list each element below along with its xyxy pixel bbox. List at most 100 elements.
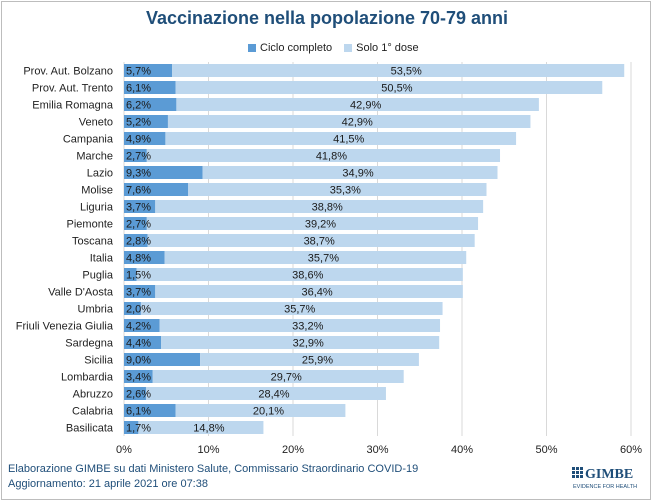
bar-ciclo-completo	[124, 302, 141, 315]
bar-solo-prima-dose	[188, 183, 487, 196]
bar-solo-prima-dose	[175, 81, 603, 94]
data-label-solo-prima-dose: 25,9%	[302, 355, 333, 367]
bar-solo-prima-dose	[146, 217, 479, 230]
bar-solo-prima-dose	[167, 115, 531, 128]
category-label: Sardegna	[65, 338, 114, 350]
data-label-ciclo-completo: 3,7%	[126, 287, 151, 299]
data-label-ciclo-completo: 2,8%	[126, 236, 151, 248]
data-label-ciclo-completo: 2,7%	[126, 219, 151, 231]
x-tick-label: 0%	[116, 444, 132, 456]
bar-ciclo-completo	[124, 81, 176, 94]
bar-ciclo-completo	[124, 251, 165, 264]
chart-legend: Ciclo completo Solo 1° dose	[248, 41, 431, 55]
category-label: Molise	[81, 185, 113, 197]
bar-solo-prima-dose	[138, 421, 264, 434]
data-label-ciclo-completo: 7,6%	[126, 185, 151, 197]
data-label-ciclo-completo: 4,8%	[126, 253, 151, 265]
category-label: Prov. Aut. Trento	[32, 83, 113, 95]
data-label-ciclo-completo: 1,5%	[126, 270, 151, 282]
bar-ciclo-completo	[124, 217, 147, 230]
category-label: Lazio	[87, 168, 113, 180]
bar-ciclo-completo	[124, 268, 137, 281]
bar-solo-prima-dose	[152, 370, 404, 383]
gimbe-logo: GIMBE EVIDENCE FOR HEALTH	[572, 467, 637, 490]
data-label-ciclo-completo: 6,2%	[126, 100, 151, 112]
data-label-ciclo-completo: 2,0%	[126, 304, 151, 316]
data-label-solo-prima-dose: 50,5%	[381, 83, 412, 95]
data-label-solo-prima-dose: 39,2%	[305, 219, 336, 231]
bar-ciclo-completo	[124, 115, 168, 128]
category-label: Calabria	[72, 406, 114, 418]
data-label-solo-prima-dose: 35,7%	[308, 253, 339, 265]
bar-ciclo-completo	[124, 234, 148, 247]
logo-wordmark: GIMBE	[585, 467, 633, 482]
bar-solo-prima-dose	[155, 200, 484, 213]
bar-ciclo-completo	[124, 319, 160, 332]
x-tick-label: 30%	[366, 444, 388, 456]
bar-solo-prima-dose	[165, 132, 517, 145]
data-label-ciclo-completo: 4,9%	[126, 134, 151, 146]
bar-solo-prima-dose	[175, 404, 346, 417]
data-label-solo-prima-dose: 42,9%	[350, 100, 381, 112]
bar-solo-prima-dose	[172, 64, 625, 77]
bar-ciclo-completo	[124, 183, 189, 196]
category-label: Veneto	[79, 117, 113, 129]
category-label: Marche	[76, 151, 113, 163]
bar-ciclo-completo	[124, 200, 156, 213]
data-label-ciclo-completo: 2,7%	[126, 151, 151, 163]
category-label: Sicilia	[84, 355, 114, 367]
category-label: Liguria	[80, 202, 114, 214]
category-label: Valle D'Aosta	[48, 287, 114, 299]
bar-solo-prima-dose	[140, 302, 443, 315]
bar-ciclo-completo	[124, 149, 147, 162]
data-label-solo-prima-dose: 35,7%	[284, 304, 315, 316]
data-label-ciclo-completo: 6,1%	[126, 406, 151, 418]
data-label-solo-prima-dose: 38,8%	[312, 202, 343, 214]
bar-ciclo-completo	[124, 98, 177, 111]
category-label: Emilia Romagna	[32, 100, 114, 112]
category-label: Umbria	[78, 304, 114, 316]
legend-item-solo-prima-dose: Solo 1° dose	[344, 42, 419, 54]
data-label-solo-prima-dose: 29,7%	[271, 372, 302, 384]
category-label: Campania	[63, 134, 114, 146]
legend-label-ciclo-completo: Ciclo completo	[260, 42, 333, 54]
data-label-ciclo-completo: 4,2%	[126, 321, 151, 333]
data-label-ciclo-completo: 5,7%	[126, 66, 151, 78]
x-tick-label: 40%	[451, 444, 473, 456]
category-label: Prov. Aut. Bolzano	[23, 66, 113, 78]
data-label-solo-prima-dose: 41,8%	[316, 151, 347, 163]
category-label: Abruzzo	[73, 389, 113, 401]
data-label-solo-prima-dose: 36,4%	[301, 287, 332, 299]
data-label-solo-prima-dose: 33,2%	[292, 321, 323, 333]
data-label-solo-prima-dose: 53,5%	[391, 66, 422, 78]
bar-solo-prima-dose	[146, 149, 501, 162]
category-label: Lombardia	[61, 372, 114, 384]
bar-solo-prima-dose	[155, 285, 463, 298]
category-label: Puglia	[82, 270, 113, 282]
data-label-ciclo-completo: 9,0%	[126, 355, 151, 367]
data-label-solo-prima-dose: 41,5%	[333, 134, 364, 146]
bar-ciclo-completo	[124, 285, 156, 298]
bar-ciclo-completo	[124, 404, 176, 417]
legend-swatch-ciclo-completo	[248, 44, 256, 52]
data-label-solo-prima-dose: 38,6%	[292, 270, 323, 282]
category-label: Piemonte	[67, 219, 113, 231]
bar-solo-prima-dose	[164, 251, 467, 264]
data-label-ciclo-completo: 3,4%	[126, 372, 151, 384]
bar-ciclo-completo	[124, 370, 153, 383]
data-label-solo-prima-dose: 20,1%	[253, 406, 284, 418]
bar-solo-prima-dose	[159, 319, 441, 332]
x-tick-label: 10%	[197, 444, 219, 456]
legend-swatch-solo-prima-dose	[344, 44, 353, 52]
data-label-solo-prima-dose: 28,4%	[258, 389, 289, 401]
chart-title: Vaccinazione nella popolazione 70-79 ann…	[145, 8, 509, 28]
bar-ciclo-completo	[124, 132, 166, 145]
bar-ciclo-completo	[124, 421, 139, 434]
logo-tagline: EVIDENCE FOR HEALTH	[573, 484, 637, 490]
data-label-ciclo-completo: 9,3%	[126, 168, 151, 180]
data-label-solo-prima-dose: 38,7%	[304, 236, 335, 248]
data-label-solo-prima-dose: 32,9%	[293, 338, 324, 350]
x-tick-label: 20%	[282, 444, 304, 456]
bar-ciclo-completo	[124, 166, 203, 179]
